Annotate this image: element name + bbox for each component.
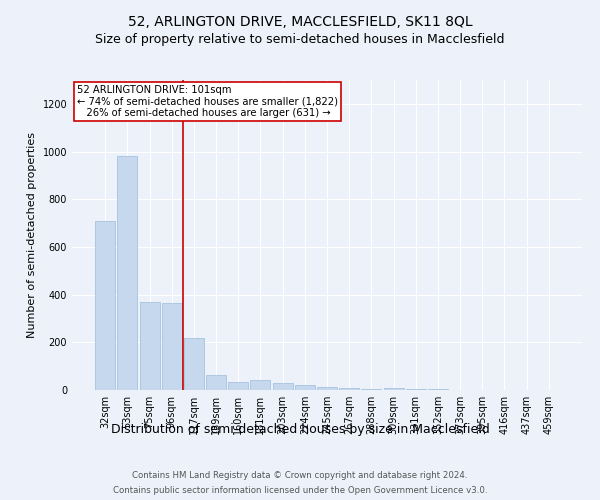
Bar [140, 302, 160, 390]
Bar [383, 388, 404, 390]
Y-axis label: Number of semi-detached properties: Number of semi-detached properties [27, 132, 37, 338]
Bar [339, 388, 359, 390]
Bar [317, 387, 337, 390]
Text: Contains HM Land Registry data © Crown copyright and database right 2024.: Contains HM Land Registry data © Crown c… [132, 471, 468, 480]
Text: 52 ARLINGTON DRIVE: 101sqm
← 74% of semi-detached houses are smaller (1,822)
   : 52 ARLINGTON DRIVE: 101sqm ← 74% of semi… [77, 84, 338, 118]
Bar [95, 220, 115, 390]
Bar [361, 389, 382, 390]
Bar [250, 380, 271, 390]
Bar [228, 382, 248, 390]
Bar [406, 389, 426, 390]
Bar [295, 385, 315, 390]
Text: Contains public sector information licensed under the Open Government Licence v3: Contains public sector information licen… [113, 486, 487, 495]
Text: Size of property relative to semi-detached houses in Macclesfield: Size of property relative to semi-detach… [95, 32, 505, 46]
Text: Distribution of semi-detached houses by size in Macclesfield: Distribution of semi-detached houses by … [110, 422, 490, 436]
Text: 52, ARLINGTON DRIVE, MACCLESFIELD, SK11 8QL: 52, ARLINGTON DRIVE, MACCLESFIELD, SK11 … [128, 15, 472, 29]
Bar [272, 383, 293, 390]
Bar [118, 156, 137, 390]
Bar [184, 338, 204, 390]
Bar [162, 303, 182, 390]
Bar [206, 374, 226, 390]
